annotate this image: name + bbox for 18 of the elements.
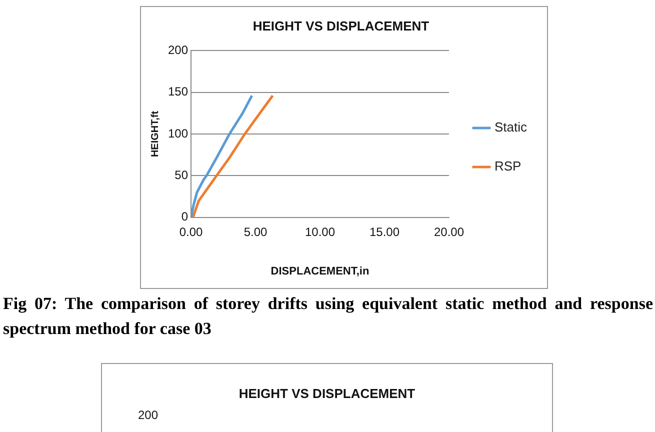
text: 200: [138, 408, 158, 422]
y-tick-label: 200: [168, 42, 188, 57]
y-axis-title: HEIGHT,ft: [150, 110, 161, 158]
x-tick-label: 5.00: [244, 224, 268, 239]
x-tick-label: 0.00: [179, 224, 204, 239]
text: HEIGHT VS DISPLACEMENT: [238, 386, 416, 401]
y-tick-label: 150: [168, 84, 188, 99]
caption: Fig 07: The comparison of storey drifts using equivalent static method and response spectrum method for case 03: [3, 293, 653, 340]
x-tick-label: 15.00: [369, 224, 400, 239]
x-axis-title: DISPLACEMENT,in: [270, 265, 370, 278]
legend-label: RSP: [494, 158, 522, 174]
chart-title: HEIGHT VS DISPLACEMENT: [252, 18, 430, 34]
x-tick-label: 10.00: [304, 224, 336, 239]
y-tick-label: 0: [181, 210, 188, 224]
y-tick-label: 50: [174, 168, 188, 182]
legend-label: Static: [494, 120, 528, 135]
y-tick-label: 100: [168, 126, 188, 140]
x-tick-label: 20.00: [434, 224, 464, 239]
